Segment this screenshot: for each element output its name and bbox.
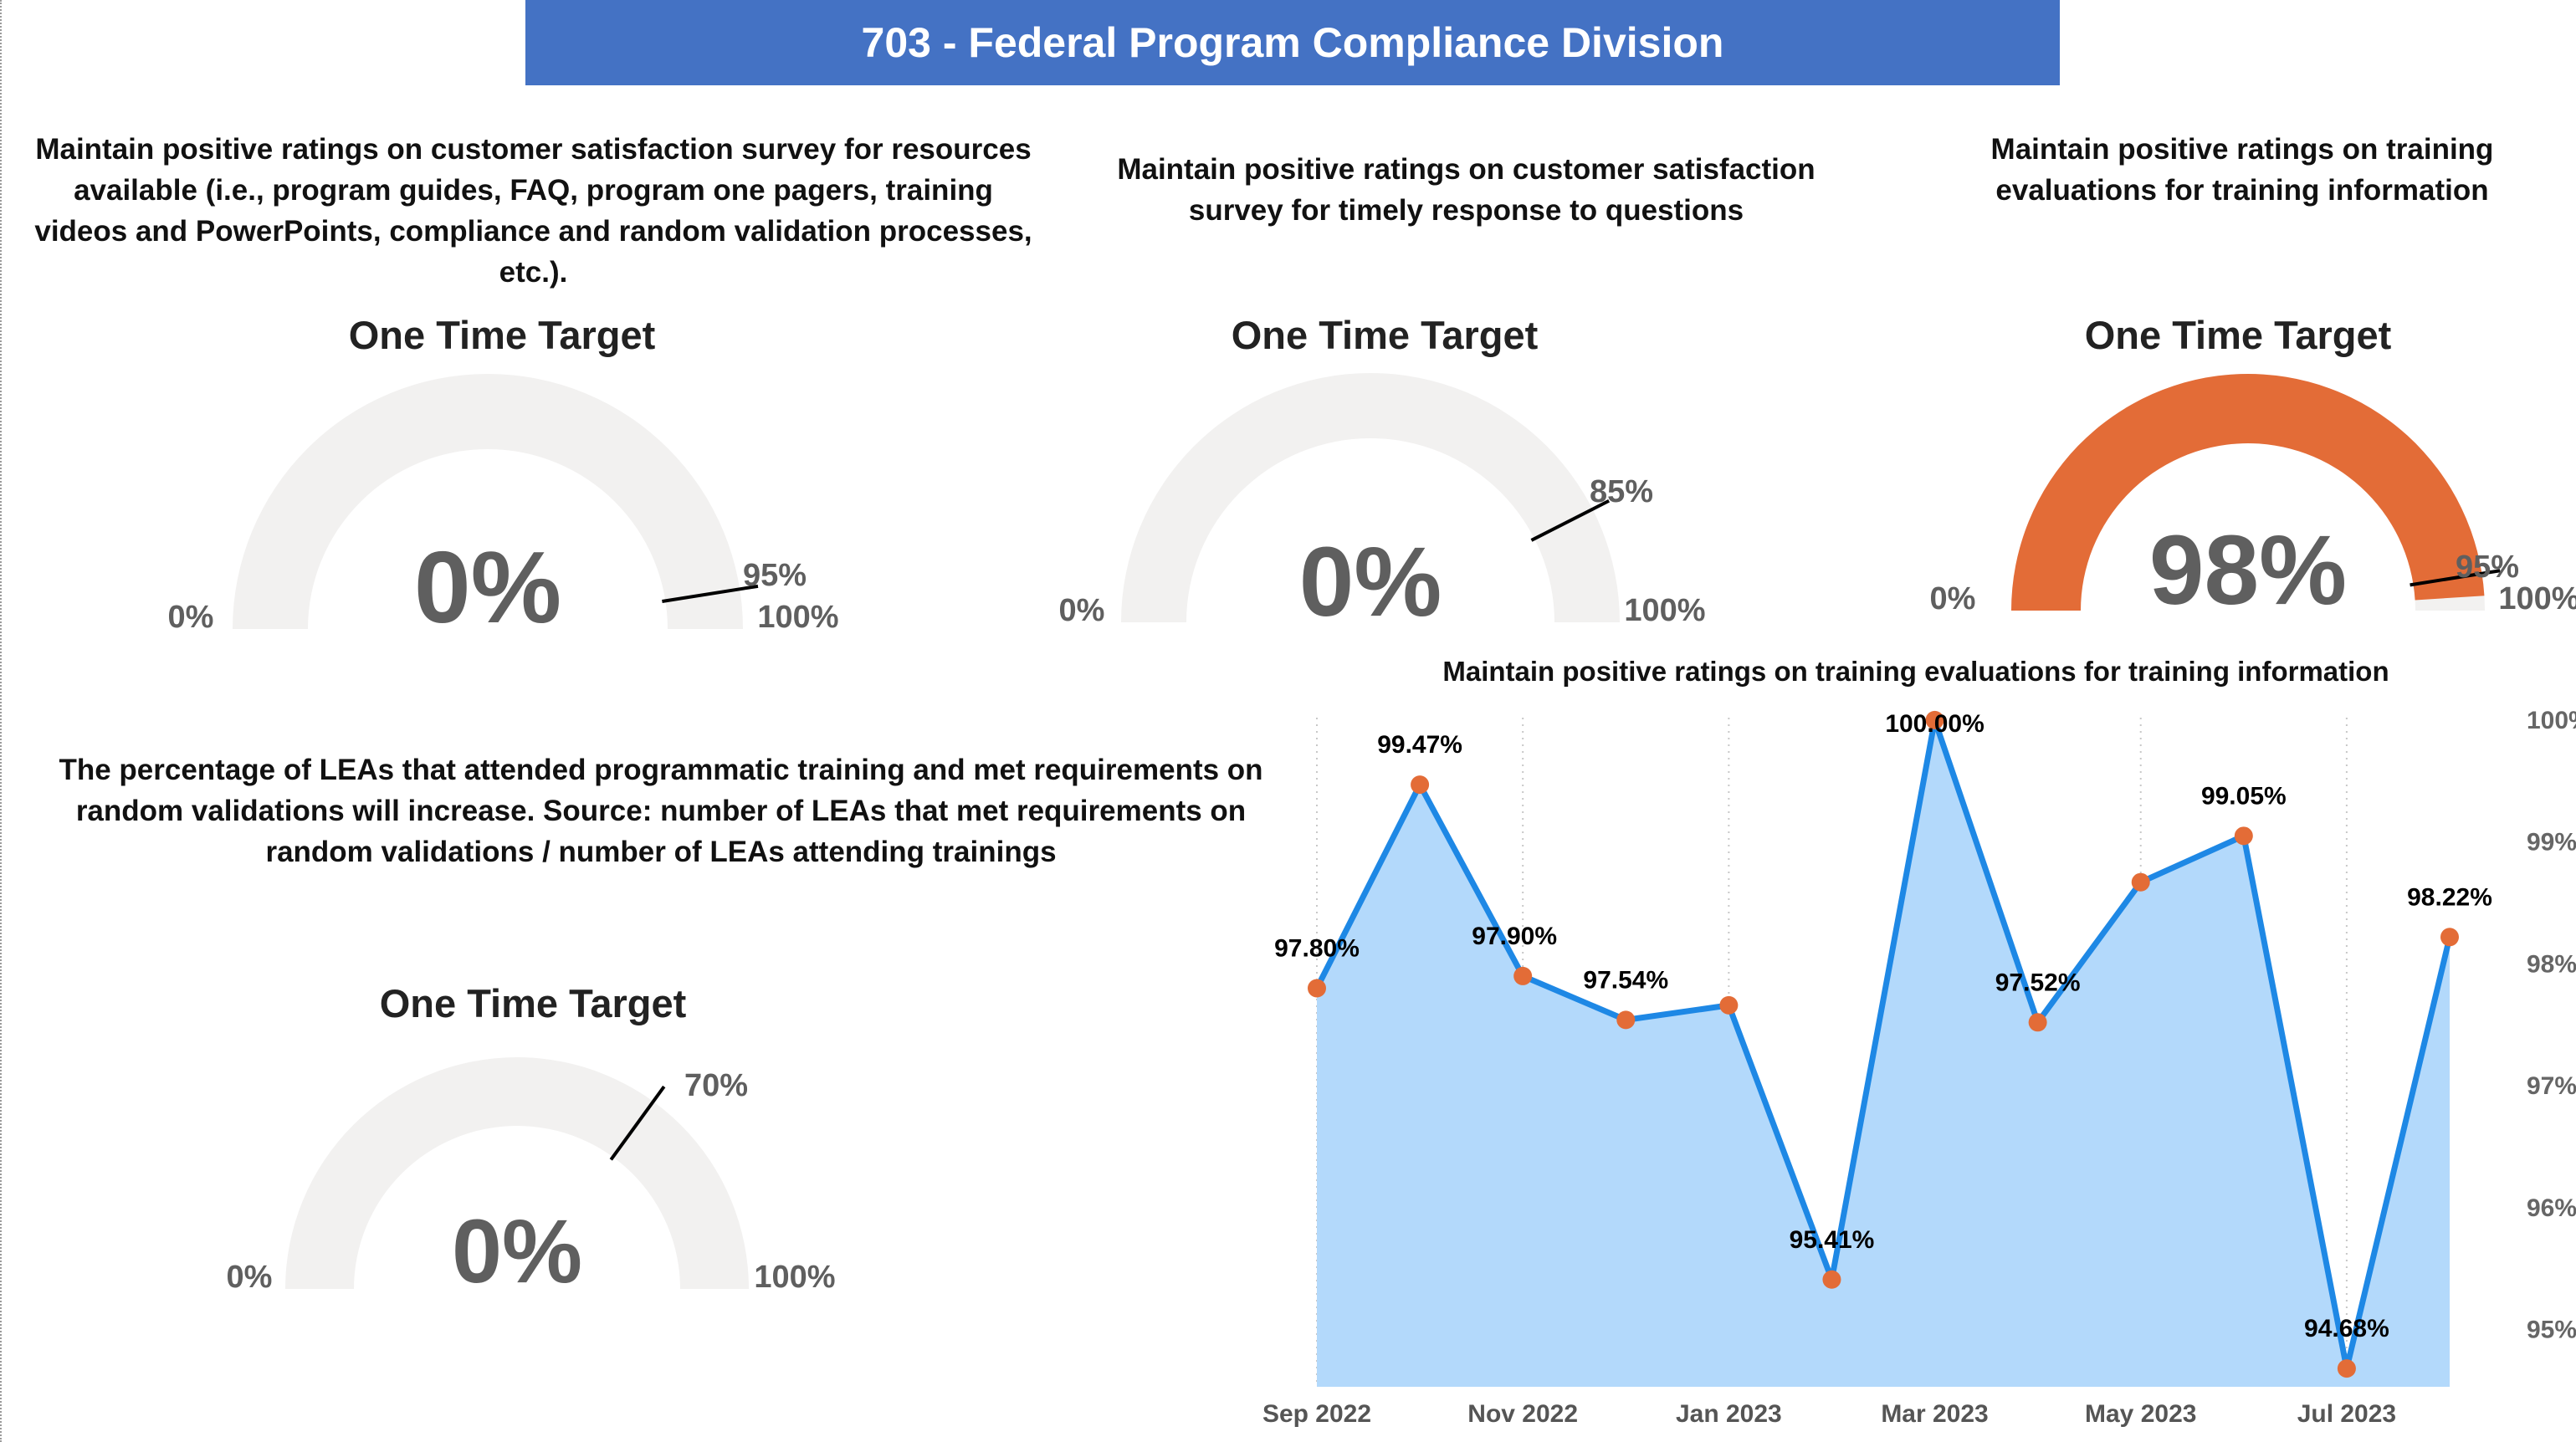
chart-y-tick-label: 96%	[2527, 1194, 2576, 1222]
chart-point	[1513, 966, 1533, 985]
gauge-1-track	[233, 374, 743, 629]
gauge-4-description: The percentage of LEAs that attended pro…	[59, 754, 1263, 868]
chart-y-tick-label: 97%	[2527, 1072, 2576, 1100]
chart-data-label: 100.00%	[1885, 710, 1984, 738]
gauge-3-target-label: 95%	[2456, 550, 2519, 585]
gauge-1-title: One Time Target	[348, 313, 656, 357]
gauge-1-max-label: 100%	[757, 600, 838, 635]
gauge-4-min-label: 0%	[227, 1260, 273, 1295]
gauge-3-value: 98%	[2149, 515, 2347, 626]
chart-point	[2440, 928, 2459, 947]
chart-point	[1616, 1010, 1636, 1030]
chart-data-label: 99.47%	[1377, 731, 1462, 759]
chart-x-axis: Sep 2022 Nov 2022 Jan 2023 Mar 2023 May 2023…	[1262, 1400, 2396, 1428]
chart-x-tick-label: Mar 2023	[1881, 1400, 1988, 1428]
gauge-3-min-label: 0%	[1930, 581, 1976, 616]
chart-point	[1308, 979, 1326, 998]
gauge-4-title: One Time Target	[379, 981, 687, 1025]
gauge-2-min-label: 0%	[1059, 593, 1105, 628]
chart-x-tick-label: Sep 2022	[1262, 1400, 1371, 1428]
gauge-4-track	[285, 1057, 749, 1289]
gauge-1-min-label: 0%	[168, 600, 214, 635]
gauge-2-title: One Time Target	[1231, 313, 1539, 357]
chart-area-fill	[1317, 719, 2450, 1387]
chart-y-tick-label: 100%	[2527, 707, 2576, 734]
chart-y-tick-label: 99%	[2527, 829, 2576, 857]
gauge-4-max-label: 100%	[754, 1260, 835, 1295]
chart-y-axis: 95% 96% 97% 98% 99% 100%	[2527, 707, 2576, 1344]
chart-data-label: 99.05%	[2201, 782, 2287, 810]
page-border	[0, 0, 2, 1442]
chart-data-label: 98.22%	[2407, 883, 2492, 911]
chart-series-line	[1314, 717, 2453, 1372]
gauge-3: 98% 0% 100% 95%	[1930, 373, 2576, 626]
chart-data-label: 97.90%	[1472, 923, 1557, 950]
gauge-1-value: 0%	[414, 530, 561, 644]
gauge-3-description: Maintain positive ratings on training ev…	[1990, 133, 2494, 207]
chart-data-label: 97.52%	[1995, 969, 2081, 996]
gauge-1-target-label: 95%	[743, 558, 807, 593]
gauge-2-target-marker	[1530, 499, 1611, 542]
chart-x-tick-label: Nov 2022	[1467, 1400, 1578, 1428]
gauge-2-description: Maintain positive ratings on customer sa…	[1117, 153, 1815, 227]
chart-x-tick-label: Jul 2023	[2297, 1400, 2396, 1428]
chart-y-tick-label: 95%	[2527, 1317, 2576, 1344]
gauge-2-value: 0%	[1299, 527, 1442, 637]
chart-data-label: 97.80%	[1274, 934, 1360, 962]
gauge-1-target-marker	[662, 584, 759, 603]
gauge-1: 0% 0% 100% 95%	[168, 374, 839, 644]
gauge-4: 0% 0% 100% 70%	[227, 1057, 836, 1301]
gauge-4-value: 0%	[452, 1200, 582, 1301]
chart-point	[2028, 1013, 2047, 1032]
gauge-3-max-label: 100%	[2498, 581, 2576, 616]
gauge-2: 0% 0% 100% 85%	[1059, 373, 1706, 637]
chart-point	[1719, 995, 1739, 1015]
chart-title: Maintain positive ratings on training ev…	[1442, 656, 2389, 687]
chart-data-label: 95.41%	[1790, 1226, 1875, 1254]
chart-y-tick-label: 98%	[2527, 950, 2576, 978]
gauge-1-description: Maintain positive ratings on customer sa…	[34, 133, 1032, 289]
chart-point	[1925, 710, 1944, 729]
chart-point	[1822, 1270, 1841, 1289]
gauge-2-track	[1121, 373, 1620, 622]
chart-x-tick-label: Jan 2023	[1676, 1400, 1782, 1428]
page-title: 703 - Federal Program Compliance Divisio…	[525, 0, 2060, 85]
training-evaluations-chart: Maintain positive ratings on training ev…	[1262, 656, 2576, 1428]
gauge-4-target-marker	[609, 1085, 666, 1161]
chart-point	[2131, 872, 2150, 892]
chart-point	[2337, 1359, 2356, 1378]
gauge-4-target-label: 70%	[684, 1068, 748, 1103]
gauge-2-target-label: 85%	[1590, 474, 1653, 509]
chart-point	[2234, 826, 2253, 846]
chart-point	[1411, 775, 1430, 795]
gauge-3-fill	[2011, 373, 2485, 611]
chart-x-tick-label: May 2023	[2085, 1400, 2196, 1428]
gauge-3-target-marker	[2410, 569, 2501, 587]
gauge-3-title: One Time Target	[2084, 313, 2392, 357]
chart-data-label: 94.68%	[2304, 1315, 2389, 1342]
chart-marks: 97.80% 99.47% 97.90% 97.54% 95.41% 100.00% 97.…	[1274, 710, 2492, 1378]
gauge-2-max-label: 100%	[1624, 593, 1705, 628]
chart-data-label: 97.54%	[1583, 966, 1668, 994]
